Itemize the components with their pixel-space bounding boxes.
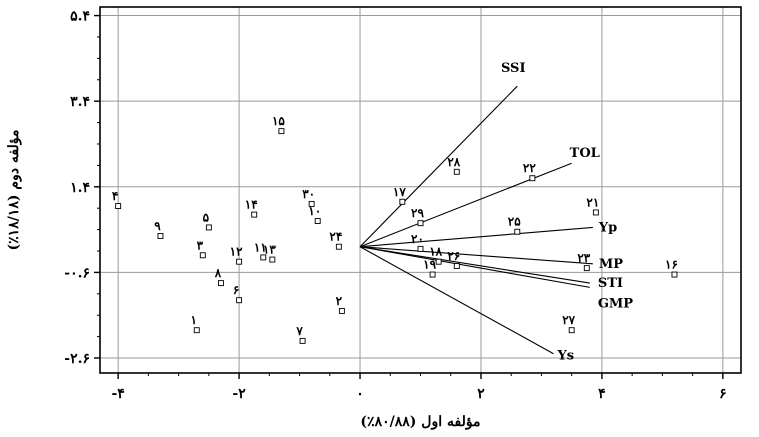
- point-label: ۱۹: [423, 258, 436, 272]
- point-label: ۷: [295, 324, 303, 338]
- point-label: ۴: [112, 189, 118, 203]
- point-marker: [236, 297, 243, 304]
- point-marker: [193, 327, 200, 334]
- vector-layer: SSI TOL Yp MP STI GMP Ys: [359, 61, 633, 364]
- vector-line-gmp: [359, 246, 590, 288]
- y-tick-label: ۵.۴: [70, 9, 90, 25]
- point-marker: [251, 211, 258, 218]
- point-marker: [568, 327, 575, 334]
- x-tick-label: ۰: [356, 386, 364, 402]
- point-marker: [429, 271, 436, 278]
- point-label: ۲۰: [411, 232, 424, 246]
- point-label: ۱۳: [263, 243, 276, 257]
- point-label: ۲۳: [577, 251, 590, 265]
- point-marker: [529, 175, 536, 182]
- vector-line-tol: [359, 162, 572, 248]
- point-marker: [314, 218, 321, 224]
- point-marker: [592, 209, 599, 216]
- point-label: ۳: [197, 238, 204, 252]
- point-label: ۲: [336, 294, 343, 308]
- point-label: ۲۶: [447, 249, 460, 263]
- vector-line-yp: [359, 226, 593, 248]
- point-label: ۱۸: [429, 245, 442, 259]
- point-marker: [514, 228, 521, 235]
- y-tick-label: -۰.۶: [64, 265, 90, 281]
- x-tick-label: -۲: [232, 386, 246, 402]
- vector-label-mp: MP: [599, 257, 623, 272]
- point-marker: [278, 128, 285, 135]
- point-label: ۲۹: [411, 206, 424, 220]
- x-axis-title: مؤلفه اول (۸۰/۸۸٪): [360, 414, 480, 430]
- y-tick-label: -۲.۶: [64, 351, 90, 367]
- point-marker: [299, 337, 306, 344]
- point-marker: [260, 254, 267, 261]
- x-tick-label: ۶: [719, 386, 727, 402]
- x-tick-label: ۲: [477, 386, 485, 402]
- point-label: ۲۱: [586, 195, 599, 209]
- point-marker: [217, 280, 224, 287]
- x-tick-label: -۴: [111, 386, 124, 402]
- point-marker: [199, 252, 206, 259]
- y-tick-label: ۱.۴: [70, 180, 90, 196]
- vector-line-ys: [359, 246, 554, 355]
- point-label: ۲۷: [562, 313, 575, 327]
- point-label: ۱۷: [393, 185, 406, 199]
- point-marker: [399, 198, 406, 205]
- point-label: ۳۰: [302, 187, 315, 201]
- point-marker: [338, 307, 345, 314]
- vector-label-tol: TOL: [570, 146, 600, 161]
- point-marker: [335, 243, 342, 250]
- vector-label-sti: STI: [598, 276, 623, 291]
- y-axis-title: مؤلفه دوم (۱۸/۱۸٪): [6, 130, 22, 251]
- grid: [100, 7, 741, 373]
- point-label: ۱۰: [308, 204, 321, 218]
- point-label: ۹: [154, 219, 161, 233]
- x-tick-label: ۴: [598, 386, 606, 402]
- vector-label-gmp: GMP: [598, 296, 633, 311]
- point-label: ۲۵: [508, 215, 521, 229]
- point-marker: [269, 256, 276, 263]
- vector-line-ssi: [359, 85, 518, 248]
- tick-layer: -۴ -۲ ۰ ۲ ۴ ۶۵.۴۳.۴۱.۴-۰.۶-۲.۶: [64, 9, 726, 402]
- point-label: ۵: [203, 210, 210, 224]
- point-label: ۱۲: [230, 245, 243, 259]
- vector-line-mp: [359, 246, 593, 265]
- point-marker: [671, 271, 678, 278]
- point-label: ۱: [191, 313, 197, 327]
- point-label: ۲۸: [447, 155, 460, 169]
- point-label: ۲۴: [329, 230, 342, 244]
- point-label: ۱۵: [272, 114, 285, 128]
- point-marker: [583, 265, 590, 272]
- point-marker: [417, 245, 424, 252]
- point-label: ۱۴: [245, 198, 258, 212]
- vector-line-sti: [359, 246, 590, 284]
- vector-label-ys: Ys: [557, 349, 575, 364]
- point-label: ۱۱: [254, 240, 267, 254]
- point-label: ۲۲: [523, 161, 536, 175]
- point-marker: [417, 220, 424, 227]
- y-tick-label: ۳.۴: [70, 94, 90, 110]
- point-marker: [157, 233, 164, 239]
- point-label: ۸: [214, 266, 222, 280]
- point-marker: [236, 258, 243, 265]
- vector-label-ssi: SSI: [501, 61, 526, 76]
- point-marker: [115, 203, 122, 210]
- point-marker: [453, 168, 460, 175]
- point-marker: [453, 263, 460, 269]
- point-marker: [435, 258, 442, 265]
- point-label: ۶: [233, 283, 239, 297]
- point-marker: [308, 200, 315, 207]
- point-label: ۱۶: [665, 258, 678, 272]
- vector-label-yp: Yp: [598, 220, 617, 235]
- point-marker: [205, 224, 212, 231]
